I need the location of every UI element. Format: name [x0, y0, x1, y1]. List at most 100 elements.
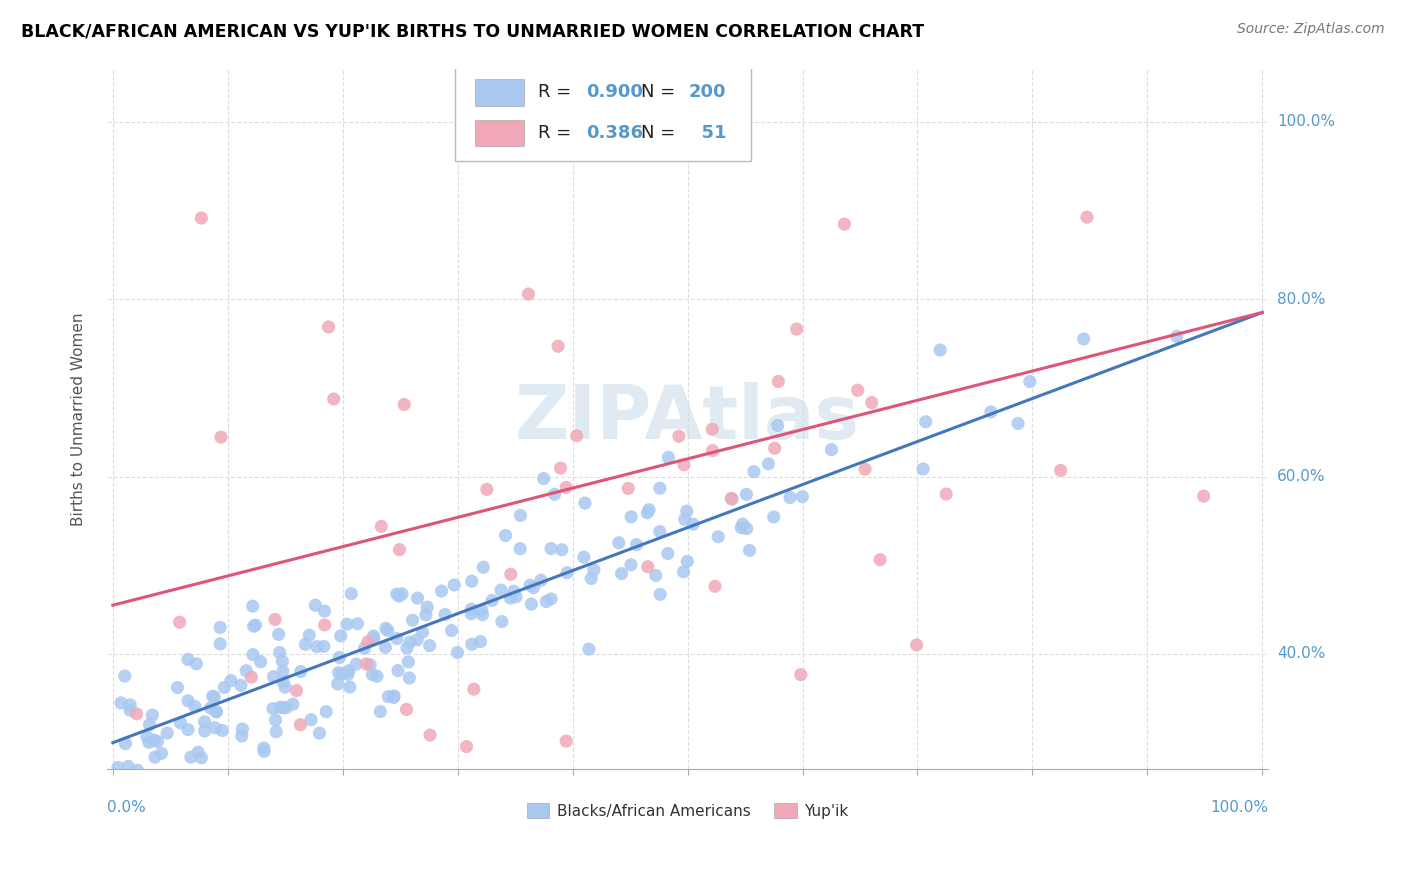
Point: [353, 641, 375, 656]
Point: [187, 745, 209, 759]
Point: [231, 729, 253, 743]
Point: [114, 784, 136, 798]
Point: [329, 629, 352, 643]
Point: [517, 287, 540, 301]
Point: [290, 717, 312, 731]
Point: [980, 405, 1002, 419]
FancyBboxPatch shape: [475, 79, 524, 105]
Point: [582, 563, 605, 577]
Point: [731, 517, 754, 532]
Text: 60.0%: 60.0%: [1277, 469, 1326, 484]
Point: [231, 722, 253, 736]
Point: [555, 566, 578, 580]
Point: [730, 520, 752, 534]
Point: [869, 552, 891, 566]
Point: [519, 578, 541, 592]
Point: [610, 566, 633, 581]
Point: [374, 621, 396, 635]
Point: [672, 565, 695, 579]
Point: [138, 717, 160, 731]
Point: [314, 618, 336, 632]
Point: [184, 699, 207, 714]
Point: [607, 535, 630, 549]
Point: [638, 502, 661, 516]
Point: [401, 613, 423, 627]
Point: [929, 343, 952, 357]
Point: [204, 721, 226, 735]
Point: [328, 665, 350, 680]
Point: [143, 750, 166, 764]
Point: [180, 750, 202, 764]
Point: [637, 559, 659, 574]
Point: [150, 747, 173, 761]
Point: [499, 591, 522, 605]
Point: [419, 639, 441, 653]
Text: 100.0%: 100.0%: [1277, 114, 1336, 129]
Point: [533, 472, 555, 486]
Point: [117, 759, 139, 773]
Point: [398, 671, 420, 685]
Legend: Blacks/African Americans, Yup'ik: Blacks/African Americans, Yup'ik: [520, 797, 855, 825]
Point: [135, 799, 157, 814]
Point: [114, 669, 136, 683]
Point: [242, 648, 264, 662]
Point: [472, 560, 495, 574]
Point: [299, 713, 322, 727]
Point: [240, 670, 263, 684]
Point: [682, 517, 704, 532]
Point: [543, 487, 565, 501]
Point: [107, 760, 129, 774]
Point: [766, 418, 789, 433]
Point: [572, 550, 595, 565]
Point: [253, 741, 276, 756]
Point: [269, 646, 291, 660]
Point: [177, 694, 200, 708]
Point: [540, 541, 562, 556]
Point: [550, 461, 572, 475]
Point: [114, 737, 136, 751]
Point: [735, 487, 758, 501]
Point: [503, 584, 526, 599]
Point: [118, 703, 141, 717]
Point: [758, 457, 780, 471]
Point: [177, 723, 200, 737]
Point: [156, 726, 179, 740]
Point: [509, 508, 531, 523]
Point: [314, 604, 336, 618]
Point: [720, 491, 742, 506]
Point: [262, 701, 284, 715]
Point: [406, 591, 429, 606]
Point: [935, 487, 957, 501]
Point: [1007, 417, 1029, 431]
Point: [344, 657, 367, 671]
Point: [505, 590, 527, 604]
Point: [738, 543, 761, 558]
Point: [245, 618, 267, 632]
Point: [312, 640, 335, 654]
Text: 200: 200: [689, 83, 727, 102]
Point: [536, 594, 558, 608]
Point: [194, 724, 217, 739]
Point: [555, 480, 578, 494]
Point: [340, 587, 363, 601]
Text: 100.0%: 100.0%: [1211, 800, 1268, 815]
Point: [434, 607, 457, 622]
Point: [1018, 375, 1040, 389]
Point: [657, 450, 679, 465]
FancyBboxPatch shape: [475, 120, 524, 146]
Point: [211, 723, 233, 738]
Point: [271, 654, 294, 668]
Point: [125, 706, 148, 721]
Point: [385, 587, 408, 601]
Text: N =: N =: [641, 83, 681, 102]
Point: [657, 547, 679, 561]
Point: [264, 724, 287, 739]
Point: [650, 587, 672, 601]
Point: [735, 522, 758, 536]
Point: [263, 670, 285, 684]
Point: [499, 567, 522, 582]
Point: [242, 619, 264, 633]
Point: [786, 322, 808, 336]
Point: [356, 657, 378, 671]
Point: [495, 528, 517, 542]
